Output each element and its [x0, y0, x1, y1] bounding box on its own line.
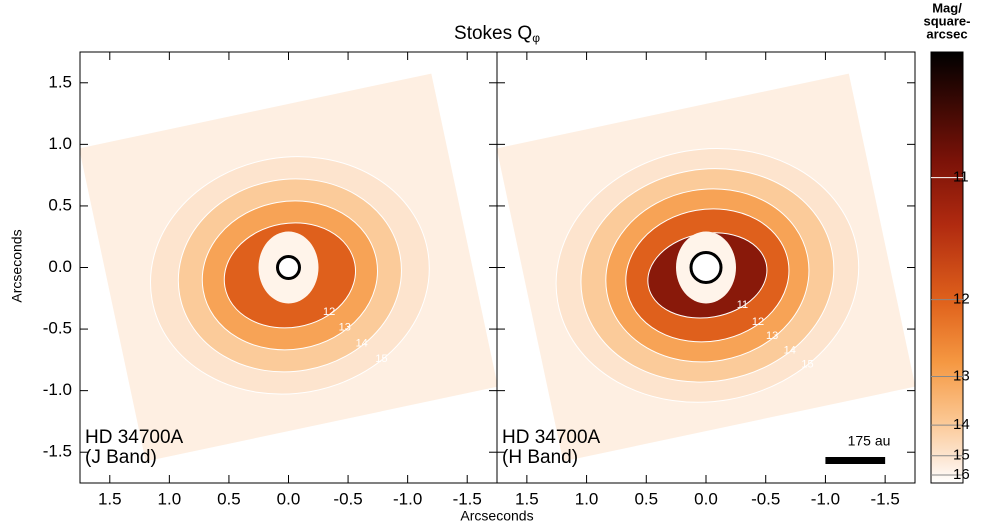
contour-label: 13 — [766, 330, 778, 342]
colorbar-label: square- — [924, 13, 971, 28]
annotation: HD 34700A — [502, 427, 601, 448]
colorbar-tick-label: 11 — [953, 169, 969, 186]
contour-label: 12 — [752, 316, 764, 328]
y-tick-label: 0.5 — [48, 195, 72, 214]
x-tick-label: 0.5 — [217, 489, 241, 508]
annotation: (J Band) — [85, 447, 157, 468]
colorbar-label: Mag/ — [932, 0, 962, 15]
contour-label: 15 — [375, 353, 387, 365]
y-tick-label: -1.5 — [43, 442, 72, 461]
x-tick-label: 1.0 — [158, 489, 182, 508]
colorbar-tick-label: 16 — [953, 466, 970, 483]
title-main: Stokes Q — [454, 23, 532, 44]
x-tick-label: -1.0 — [393, 489, 422, 508]
star-mask — [276, 255, 301, 280]
scalebar — [825, 457, 886, 464]
star-mask — [689, 251, 723, 284]
title-subscript: φ — [532, 31, 540, 45]
y-tick-label: 0.0 — [48, 257, 72, 276]
x-tick-label: -0.5 — [333, 489, 362, 508]
x-tick-label: -1.5 — [870, 489, 899, 508]
chart-title: Stokes Qφ — [454, 23, 540, 45]
y-axis-label: Arcseconds — [9, 229, 25, 302]
contour-label: 13 — [339, 322, 351, 334]
x-tick-label: -1.0 — [811, 489, 840, 508]
x-tick-label: 1.5 — [515, 489, 539, 508]
contour-label: 15 — [801, 359, 813, 371]
contour-label: 14 — [784, 344, 796, 356]
y-tick-label: -1.0 — [43, 380, 72, 399]
contour-label: 14 — [356, 337, 368, 349]
contour-label: 12 — [323, 306, 335, 318]
colorbar-label: arcsec — [926, 26, 967, 41]
y-tick-label: 1.0 — [48, 134, 72, 153]
image-panel: 15 14 13 12 — [80, 73, 497, 462]
colorbar-tick-label: 12 — [953, 291, 970, 308]
annotation: HD 34700A — [85, 427, 184, 448]
x-tick-label: -1.5 — [453, 489, 482, 508]
colorbar-tick-label: 14 — [953, 416, 970, 433]
x-tick-label: 0.0 — [277, 489, 301, 508]
x-axis-label: Arcseconds — [460, 508, 533, 524]
annotation: (H Band) — [502, 447, 578, 468]
y-tick-label: 1.5 — [48, 72, 72, 91]
x-tick-label: -0.5 — [751, 489, 780, 508]
x-tick-label: 1.0 — [575, 489, 599, 508]
x-tick-label: 0.0 — [694, 489, 718, 508]
colorbar-tick-label: 15 — [953, 447, 970, 464]
x-tick-label: 1.5 — [98, 489, 122, 508]
y-tick-label: -0.5 — [43, 319, 72, 338]
scalebar-label: 175 au — [848, 433, 891, 449]
x-tick-label: 0.5 — [634, 489, 658, 508]
colorbar — [930, 51, 964, 484]
colorbar-tick-label: 13 — [953, 368, 970, 385]
contour-label: 11 — [737, 299, 748, 311]
